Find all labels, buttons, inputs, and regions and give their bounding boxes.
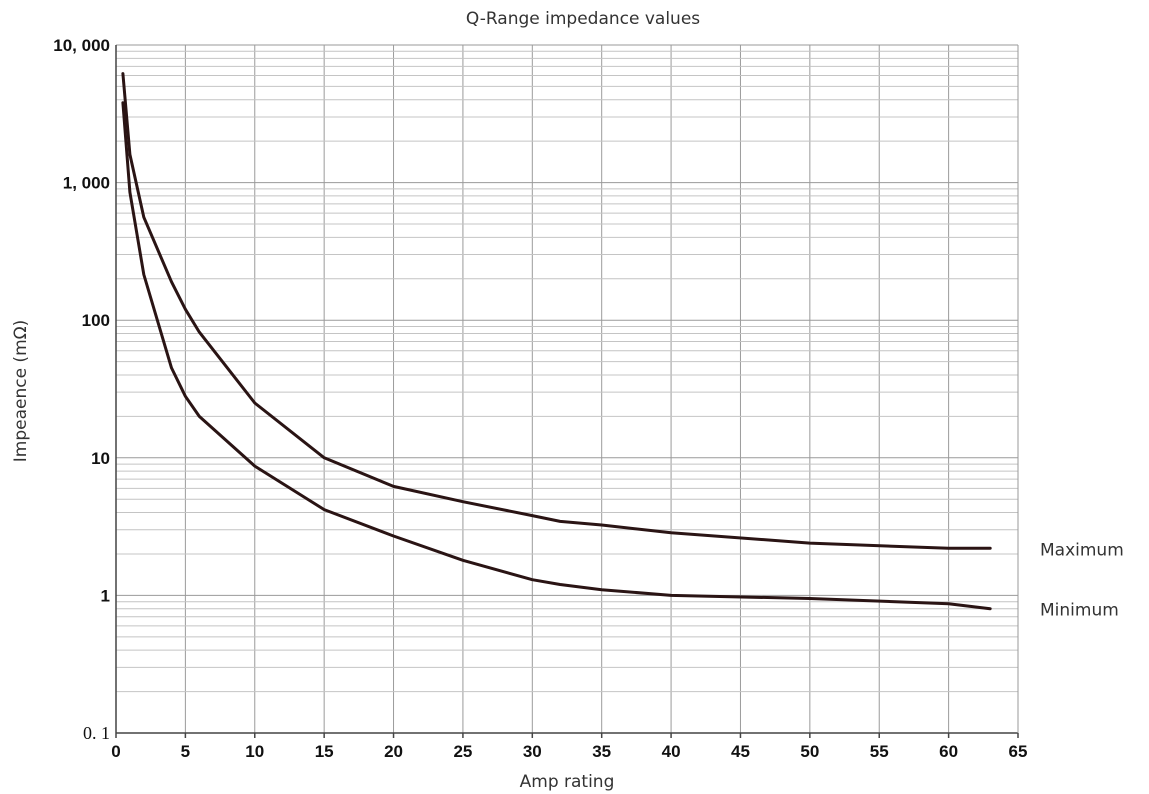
chart-title: Q-Range impedance values [466, 9, 700, 29]
x-tick-label: 40 [662, 742, 681, 761]
x-tick-label: 25 [453, 742, 472, 761]
y-tick-label: 1, 000 [63, 174, 110, 193]
x-tick-label: 15 [315, 742, 334, 761]
x-tick-label: 45 [731, 742, 750, 761]
x-tick-label: 20 [384, 742, 403, 761]
x-tick-label: 30 [523, 742, 542, 761]
series-line-minimum [121, 101, 992, 611]
x-tick-labels: 0 5 10 15 20 25 30 35 40 45 50 55 60 65 [111, 742, 1027, 761]
grid [115, 44, 1019, 734]
series-line-maximum [121, 72, 992, 550]
x-tick-label: 10 [245, 742, 264, 761]
x-tick-label: 0 [111, 742, 120, 761]
series-label-maximum: Maximum [1040, 540, 1124, 560]
y-tick-label: 100 [82, 311, 110, 330]
x-tick-label: 65 [1009, 742, 1028, 761]
x-tick-label: 55 [870, 742, 889, 761]
x-tick-label: 60 [939, 742, 958, 761]
x-tick-label: 50 [800, 742, 819, 761]
y-tick-label: 1 [101, 586, 110, 605]
y-tick-label: 10 [91, 449, 110, 468]
axes [115, 45, 1019, 738]
x-tick-label: 5 [181, 742, 190, 761]
y-axis-label: Impeaence (mΩ) [11, 320, 31, 463]
y-tick-label: 10, 000 [53, 36, 110, 55]
x-tick-label: 35 [592, 742, 611, 761]
x-axis-label: Amp rating [520, 772, 615, 792]
series-lines [121, 72, 992, 611]
series-labels: Maximum Minimum [1040, 540, 1124, 620]
series-label-minimum: Minimum [1040, 601, 1119, 621]
y-tick-labels: 0. 1 1 10 100 1, 000 10, 000 [53, 36, 110, 743]
y-tick-label: 0. 1 [83, 723, 110, 743]
